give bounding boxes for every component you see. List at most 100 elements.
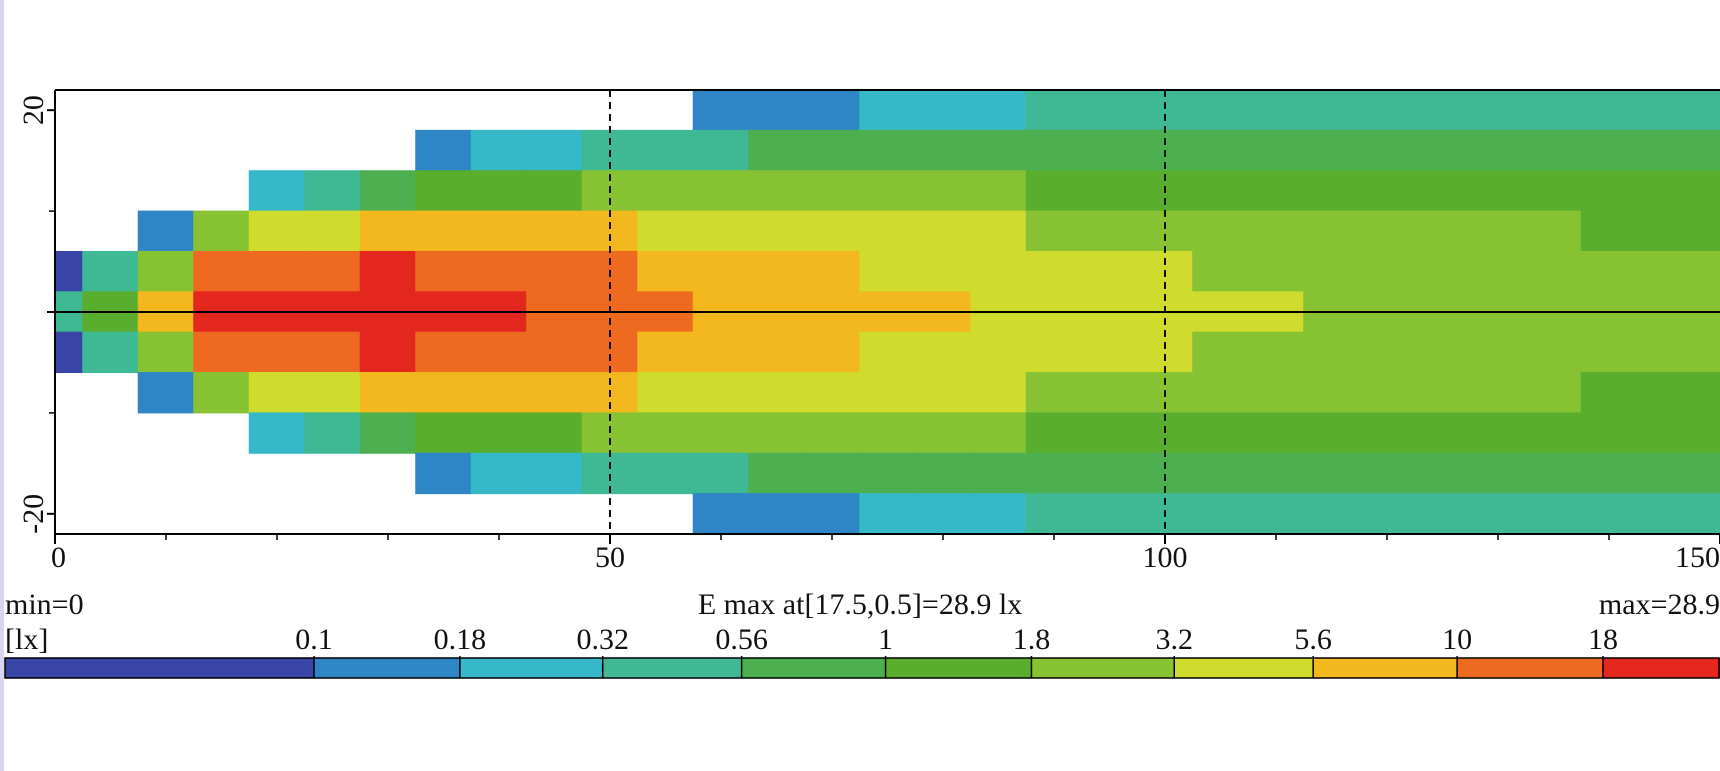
heat-cell bbox=[748, 372, 805, 414]
heat-cell bbox=[914, 452, 972, 495]
colorbar-frame bbox=[4, 657, 1720, 679]
heat-cell bbox=[1525, 250, 1582, 293]
heat-cell bbox=[581, 210, 639, 252]
heat-cell bbox=[1636, 493, 1693, 534]
heat-cell bbox=[1414, 372, 1471, 414]
min-label: min=0 bbox=[5, 588, 84, 621]
heat-cell bbox=[748, 90, 805, 131]
heat-cell bbox=[1525, 331, 1582, 374]
heat-cell bbox=[1025, 452, 1083, 495]
heat-cell bbox=[1525, 210, 1582, 252]
heat-cell bbox=[692, 412, 750, 454]
unit-label: [lx] bbox=[5, 623, 48, 656]
heat-cell bbox=[748, 331, 805, 374]
heat-cell bbox=[1303, 129, 1360, 172]
heat-cell bbox=[970, 412, 1027, 454]
heat-cell bbox=[470, 250, 528, 293]
heat-cell bbox=[415, 412, 472, 454]
colorbar-tick-label: 3.2 bbox=[1156, 623, 1194, 656]
heat-cell bbox=[470, 452, 528, 495]
heat-cell bbox=[692, 372, 750, 414]
heat-cell bbox=[1414, 129, 1471, 172]
heat-cell bbox=[1414, 452, 1471, 495]
heat-cell bbox=[526, 170, 583, 212]
heat-cell bbox=[1025, 170, 1083, 212]
heat-cell bbox=[1525, 372, 1582, 414]
heat-cell bbox=[1358, 210, 1416, 252]
heat-cell bbox=[1580, 372, 1638, 414]
heat-cell bbox=[914, 372, 972, 414]
chart-title: E max at[17.5,0.5]=28.9 lx bbox=[698, 588, 1022, 621]
colorbar-segment bbox=[1457, 658, 1603, 678]
heat-cell bbox=[1636, 412, 1693, 454]
heat-cell bbox=[1469, 372, 1527, 414]
heat-cell bbox=[914, 210, 972, 252]
heat-cell bbox=[193, 210, 250, 252]
heat-cell bbox=[359, 412, 417, 454]
heat-cell bbox=[1525, 452, 1582, 495]
heat-cell bbox=[304, 250, 361, 293]
heat-cell bbox=[526, 129, 583, 172]
heat-cell bbox=[1580, 210, 1638, 252]
heat-cell bbox=[859, 129, 916, 172]
heat-cell bbox=[1580, 129, 1638, 172]
colorbar-tick-label: 0.1 bbox=[295, 623, 333, 656]
heat-cell bbox=[1414, 493, 1471, 534]
heat-cell bbox=[692, 250, 750, 293]
heat-cell bbox=[1303, 210, 1360, 252]
colorbar-segment bbox=[1313, 658, 1458, 678]
heat-cell bbox=[637, 372, 694, 414]
heat-cell bbox=[1414, 170, 1471, 212]
heat-cell bbox=[55, 331, 84, 374]
colorbar-segment bbox=[459, 658, 603, 678]
heat-cell bbox=[1358, 452, 1416, 495]
heat-cell bbox=[1469, 331, 1527, 374]
heat-cell bbox=[1469, 493, 1527, 534]
heat-cell bbox=[248, 210, 306, 252]
heat-cell bbox=[137, 210, 195, 252]
heat-cell bbox=[859, 372, 916, 414]
heat-cell bbox=[1691, 372, 1720, 414]
heat-cell bbox=[637, 331, 694, 374]
heat-cell bbox=[1636, 250, 1693, 293]
heat-cell bbox=[1303, 170, 1360, 212]
heat-cell bbox=[637, 452, 694, 495]
heat-cell bbox=[1525, 129, 1582, 172]
heat-cell bbox=[193, 331, 250, 374]
heat-cell bbox=[470, 210, 528, 252]
heat-cell bbox=[470, 412, 528, 454]
y-tick-label: -20 bbox=[17, 494, 50, 534]
heat-cell bbox=[803, 210, 861, 252]
heat-cell bbox=[1580, 170, 1638, 212]
heat-cell bbox=[914, 493, 972, 534]
heat-cell bbox=[1691, 452, 1720, 495]
heat-cell bbox=[1247, 250, 1305, 293]
colorbar-tick-label: 0.32 bbox=[576, 623, 629, 656]
heat-cell bbox=[748, 412, 805, 454]
heat-cell bbox=[1636, 170, 1693, 212]
heat-cell bbox=[1358, 90, 1416, 131]
heat-cell bbox=[1469, 129, 1527, 172]
heat-cell bbox=[415, 250, 472, 293]
heat-cell bbox=[637, 412, 694, 454]
colorbar-segment bbox=[1031, 658, 1175, 678]
colorbar-segment bbox=[5, 658, 314, 678]
colorbar-tick-label: 10 bbox=[1442, 623, 1472, 656]
heat-cell bbox=[1691, 210, 1720, 252]
heat-cell bbox=[359, 250, 417, 293]
heat-cell bbox=[359, 331, 417, 374]
heat-cell bbox=[248, 331, 306, 374]
colorbar-tick-label: 1.8 bbox=[1013, 623, 1051, 656]
heat-cell bbox=[1136, 210, 1194, 252]
heat-cell bbox=[803, 129, 861, 172]
heat-cell bbox=[692, 90, 750, 131]
heat-cell bbox=[304, 372, 361, 414]
heat-cell bbox=[1303, 250, 1360, 293]
heat-cell bbox=[1580, 250, 1638, 293]
heat-cell bbox=[1081, 90, 1138, 131]
heat-cell bbox=[1303, 412, 1360, 454]
x-tick-label: 100 bbox=[1143, 541, 1188, 574]
heat-cell bbox=[1358, 129, 1416, 172]
heat-cell bbox=[1081, 412, 1138, 454]
heat-cell bbox=[692, 210, 750, 252]
